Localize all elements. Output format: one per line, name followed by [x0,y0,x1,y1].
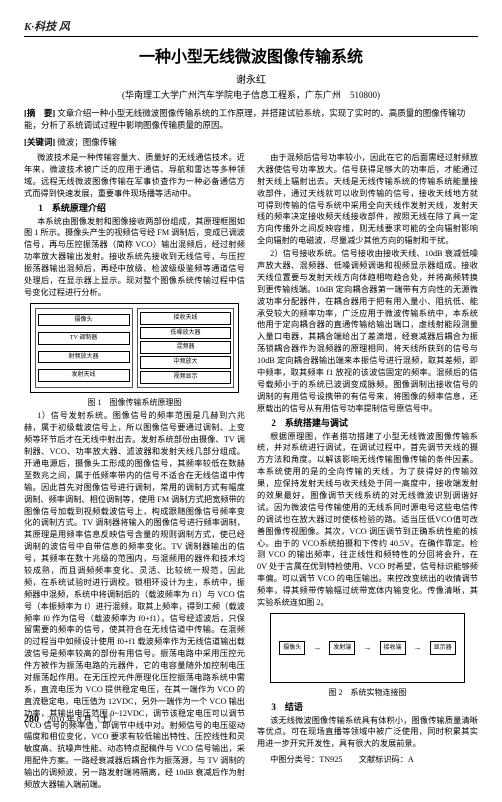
fig2-box-camera: 摄像头 [279,641,305,656]
author: 谢永红 [24,71,478,86]
fig2-box-display: 显示器 [430,641,456,656]
fig1-box-rfamp: 射频放大器 [38,351,130,364]
fig1-box-ifamp: 中频放大 [140,356,232,369]
fig1-box-txant: 发射天线 [38,369,130,382]
figure-1: 摄像头 TV 调制器 射频放大器 发射天线 接收天线 低噪放大器 混频器 中频放… [30,303,240,393]
section-2-heading: 2 系统搭建与调试 [257,417,478,430]
page-number: 280 [24,714,39,725]
fig1-box-camera: 摄像头 [38,314,130,327]
intro-paragraph: 微波技术是一种传输容量大、质量好的无线通信技术。近年来，微波技术被广泛的应用于通… [24,152,245,200]
footer-date: 2010 年 8 月（土） [47,714,117,724]
fig2-box-rx: 接收端 [380,641,406,656]
left-column: 微波技术是一种传输容量大、质量好的无线通信技术。近年来，微波技术被广泛的应用于通… [24,152,245,792]
right-column: 由于混频后信号功率较小，因此在它的后面需经过射频放大器使信号功率放大。信号获得足… [257,152,478,792]
fig1-box-tvmod: TV 调制器 [38,332,130,345]
keywords-label: [关键词] [24,137,55,147]
section-1-p1: 本系统由图像发射和图像接收两部份组成，其原理框图如图 1 所示。摄像头产生的视频… [24,216,245,299]
section-1-heading: 1 系统原理介绍 [24,202,245,215]
right-p1: 由于混频后信号功率较小，因此在它的后面需经过射频放大器使信号功率放大。信号获得足… [257,152,478,247]
fig1-box-lna: 低噪放大器 [140,327,232,340]
fig1-box-mixer: 混频器 [140,341,232,354]
figure-1-tx-side: 摄像头 TV 调制器 射频放大器 发射天线 [35,308,133,388]
keywords-text: 微波；图像传输 [57,137,117,147]
fig1-box-rxant: 接收天线 [140,312,232,325]
arrow-icon: → [313,642,321,654]
section-3-p1: 该无线微波图像传输系统具有体积小，图像传输质量清晰等优点。可在现场直播等领域中被… [257,715,478,751]
paper-title: 一种小型无线微波图像传输系统 [24,43,478,67]
fig1-box-display: 视频显示 [140,371,232,384]
affiliation: (华南理工大学广州汽车学院电子信息工程系，广东广州 510800) [24,88,478,101]
section-1-p2: 1）信号发射系统。图像信号的频率范围是几赫到六兆赫，属于初级载波信号上，所以图像… [24,410,245,791]
arrow-icon: → [363,642,371,654]
page-footer: 280 2010 年 8 月（土） [24,713,117,725]
abstract: [摘 要] 文章介绍一种小型无线微波图像传输系统的工作原理，并搭建试验系统，实现… [24,107,478,132]
abstract-text: 文章介绍一种小型无线微波图像传输系统的工作原理，并搭建试验系统，实现了实时的、高… [24,108,465,130]
keywords: [关键词] 微波；图像传输 [24,136,478,148]
section-2-p1: 根据原理图，作者搭功搭建了小型无线微波图像传输系统，并对系统进行调试，在调试过程… [257,431,478,609]
figure-1-caption: 图 1 图像传输系统原理图 [24,397,245,409]
abstract-label: [摘 要] [24,108,55,118]
section-3-heading: 3 结语 [257,701,478,714]
fig2-box-tx: 发射端 [329,641,355,656]
figure-1-rx-side: 接收天线 低噪放大器 混频器 中频放大 视频显示 [137,308,235,388]
figure-2-caption: 图 2 系统实物连接图 [257,687,478,699]
right-p2: 2）信号接收系统。信号接收由接收天线、10dB 衰减低噪声放大器、混频器、低噪调… [257,248,478,414]
brand-header: K·科技 风 [24,18,478,37]
classification: 中图分类号：TN925 文献标识码：A [257,754,478,766]
arrow-icon: → [414,642,422,654]
figure-2: 摄像头 → 发射端 → 接收端 → 显示器 [270,613,464,683]
